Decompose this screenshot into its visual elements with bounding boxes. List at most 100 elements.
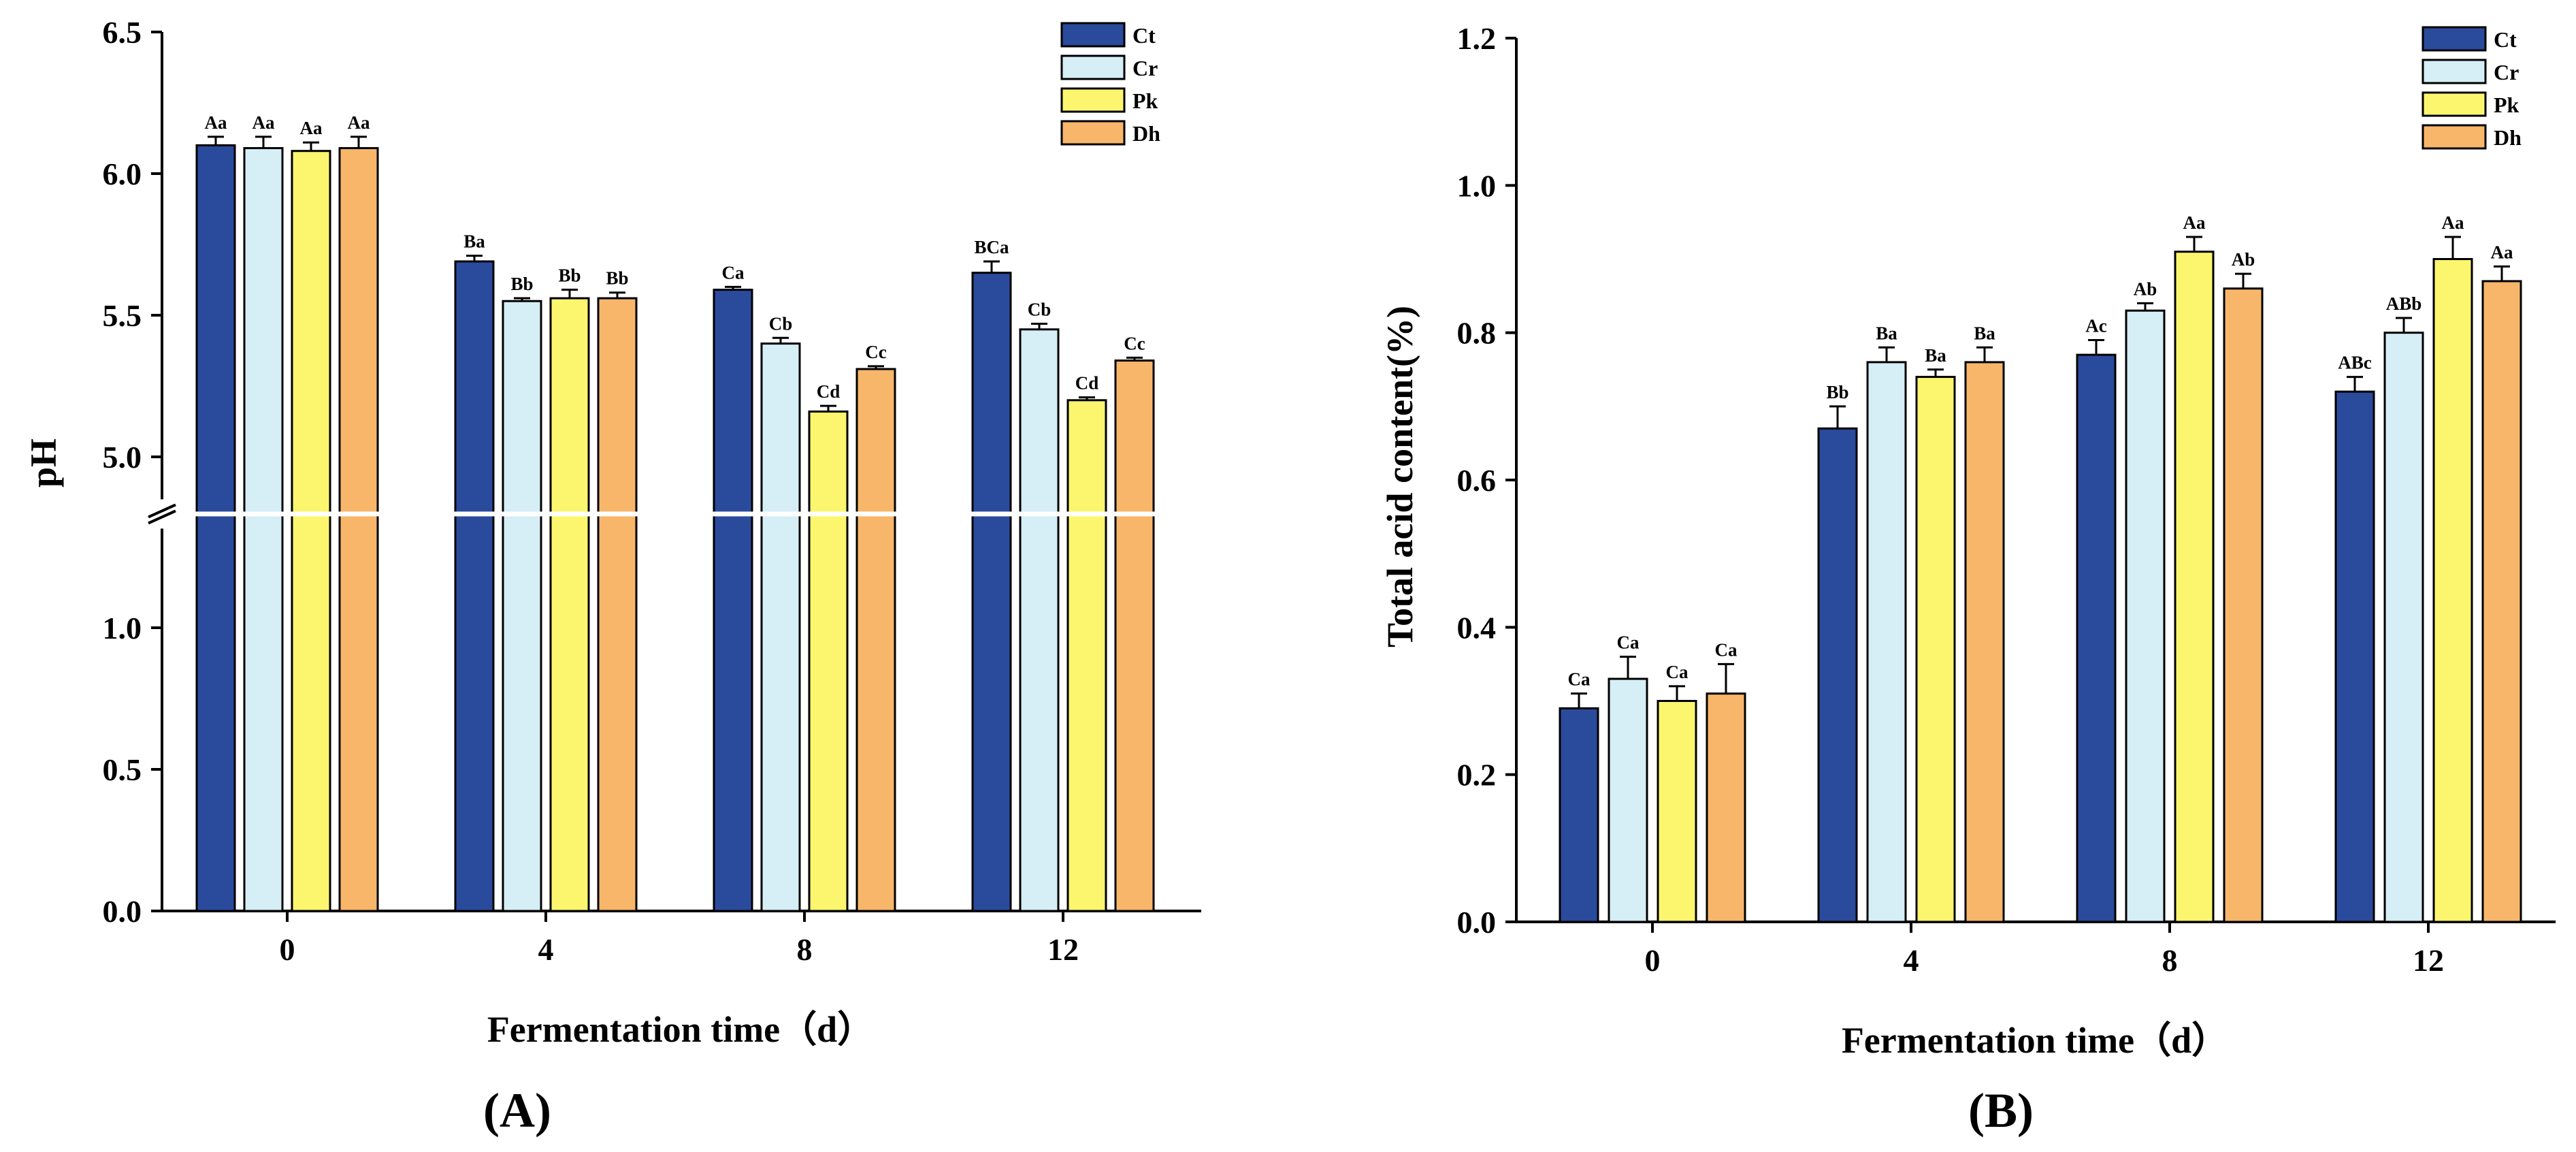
significance-label: Cc	[1124, 333, 1145, 353]
legend-label: Cr	[2494, 60, 2519, 84]
bar-cr	[1866, 361, 1907, 923]
bar-pk	[1657, 700, 1697, 923]
significance-label: Ca	[1617, 633, 1640, 653]
bar-ct	[2334, 390, 2375, 923]
legend-swatch-ct	[2422, 26, 2487, 52]
significance-label: Bb	[558, 266, 581, 286]
panel-label-b: (B)	[1968, 1083, 2034, 1138]
y-tick-label: 6.0	[103, 157, 142, 191]
bar-cr	[760, 342, 801, 912]
bar-cr	[1608, 677, 1648, 923]
bar-ct	[713, 289, 753, 912]
bar-dh	[2223, 287, 2264, 923]
bar-cr	[243, 147, 284, 912]
significance-label: Ca	[722, 262, 745, 283]
bar-pk	[291, 150, 331, 912]
panel-b-total-acid-chart: 0.0 0.2 0.4 0.6 0.8 1.0 1.2 0 4 8 12 Ca Bb Ac ABc Ca Ba A…	[1380, 21, 2556, 1138]
x-axis-title: Fermentation time（d）	[1842, 1020, 2228, 1061]
legend-label: Ct	[1132, 23, 1156, 48]
significance-label: Aa	[205, 112, 227, 133]
bar-pk	[2432, 258, 2473, 923]
bar-dh	[1114, 359, 1155, 912]
y-axis-title: Total acid content(%)	[1380, 306, 1420, 647]
bar-dh	[338, 147, 379, 912]
significance-label: Ca	[1666, 662, 1689, 682]
significance-label: Bb	[510, 274, 533, 294]
legend-label: Ct	[2494, 27, 2517, 52]
y-tick-label: 5.5	[103, 298, 142, 333]
bar-pk	[808, 410, 849, 912]
bar-ct	[195, 144, 236, 912]
x-tick-label: 0	[1645, 943, 1661, 978]
significance-label: Ca	[1568, 669, 1591, 690]
significance-label: BCa	[974, 237, 1009, 257]
bar-dh	[597, 297, 638, 912]
significance-label: Ab	[2134, 278, 2157, 299]
legend-label: Dh	[2494, 125, 2522, 150]
legend-swatch-cr	[2422, 59, 2487, 84]
legend-label: Cr	[1132, 56, 1158, 80]
significance-label: Bb	[1826, 382, 1848, 402]
y-axis-title: pH	[23, 438, 64, 487]
bar-dh	[2481, 280, 2522, 923]
bar-dh	[1706, 692, 1746, 923]
y-tick-label: 0.8	[1457, 316, 1497, 351]
legend-swatch-pk	[1060, 87, 1126, 113]
significance-label: Ba	[1974, 323, 1995, 343]
bar-pk	[1915, 376, 1956, 923]
axis-break-gap	[142, 511, 1190, 517]
significance-label: Ac	[2085, 315, 2106, 336]
significance-label: ABc	[2338, 353, 2372, 373]
bar-cr	[2125, 309, 2166, 923]
y-tick-label: 0.0	[103, 894, 142, 929]
bar-cr	[1019, 328, 1060, 912]
significance-label: Aa	[348, 112, 370, 133]
significance-label: Bb	[606, 268, 628, 289]
x-tick-label: 4	[538, 932, 554, 967]
panel-label-a: (A)	[483, 1083, 551, 1138]
y-tick-label: 6.5	[103, 15, 142, 50]
bar-cr	[502, 300, 542, 912]
y-tick-label: 0.6	[1457, 463, 1497, 498]
x-tick-label: 4	[1904, 943, 1919, 978]
axis-break-mark	[148, 509, 176, 525]
significance-label: Aa	[300, 118, 323, 138]
significance-label: Ab	[2232, 249, 2255, 270]
significance-label: Aa	[252, 112, 275, 133]
y-tick-label: 1.2	[1457, 21, 1497, 56]
axis-break-mark	[148, 503, 176, 519]
y-tick-label: 1.0	[103, 611, 142, 645]
bar-pk	[1066, 399, 1107, 912]
y-tick-label: 0.5	[103, 752, 142, 787]
y-tick-label: 5.0	[103, 440, 142, 475]
x-tick-label: 12	[1047, 932, 1079, 967]
significance-label: Cb	[1028, 299, 1051, 319]
bar-cr	[2383, 332, 2424, 923]
bar-ct	[2076, 353, 2117, 923]
y-tick-label: 0.2	[1457, 758, 1497, 793]
significance-label: Aa	[2491, 242, 2513, 262]
legend-swatch-dh	[2422, 124, 2487, 150]
significance-label: Cd	[1075, 373, 1099, 394]
y-tick-label: 0.0	[1457, 905, 1497, 940]
legend-label: Pk	[2494, 93, 2520, 117]
significance-label: Cb	[769, 313, 793, 334]
legend-label: Dh	[1132, 121, 1160, 146]
significance-label: Aa	[2183, 212, 2206, 233]
significance-label: Ba	[1876, 323, 1897, 343]
x-tick-label: 12	[2413, 943, 2444, 978]
legend-swatch-cr	[1060, 54, 1126, 80]
x-tick-label: 8	[2162, 943, 2178, 978]
significance-label: Ba	[1925, 345, 1946, 366]
bar-ct	[1559, 707, 1599, 923]
significance-label: Cc	[865, 342, 886, 362]
x-tick-label: 8	[797, 932, 813, 967]
y-tick-label: 0.4	[1457, 610, 1497, 645]
significance-label: Ca	[1715, 639, 1738, 660]
significance-label: Aa	[2442, 212, 2464, 233]
significance-label: ABb	[2386, 293, 2422, 314]
bar-dh	[855, 368, 896, 912]
legend-label: Pk	[1132, 89, 1158, 113]
significance-label: Cd	[817, 381, 841, 402]
